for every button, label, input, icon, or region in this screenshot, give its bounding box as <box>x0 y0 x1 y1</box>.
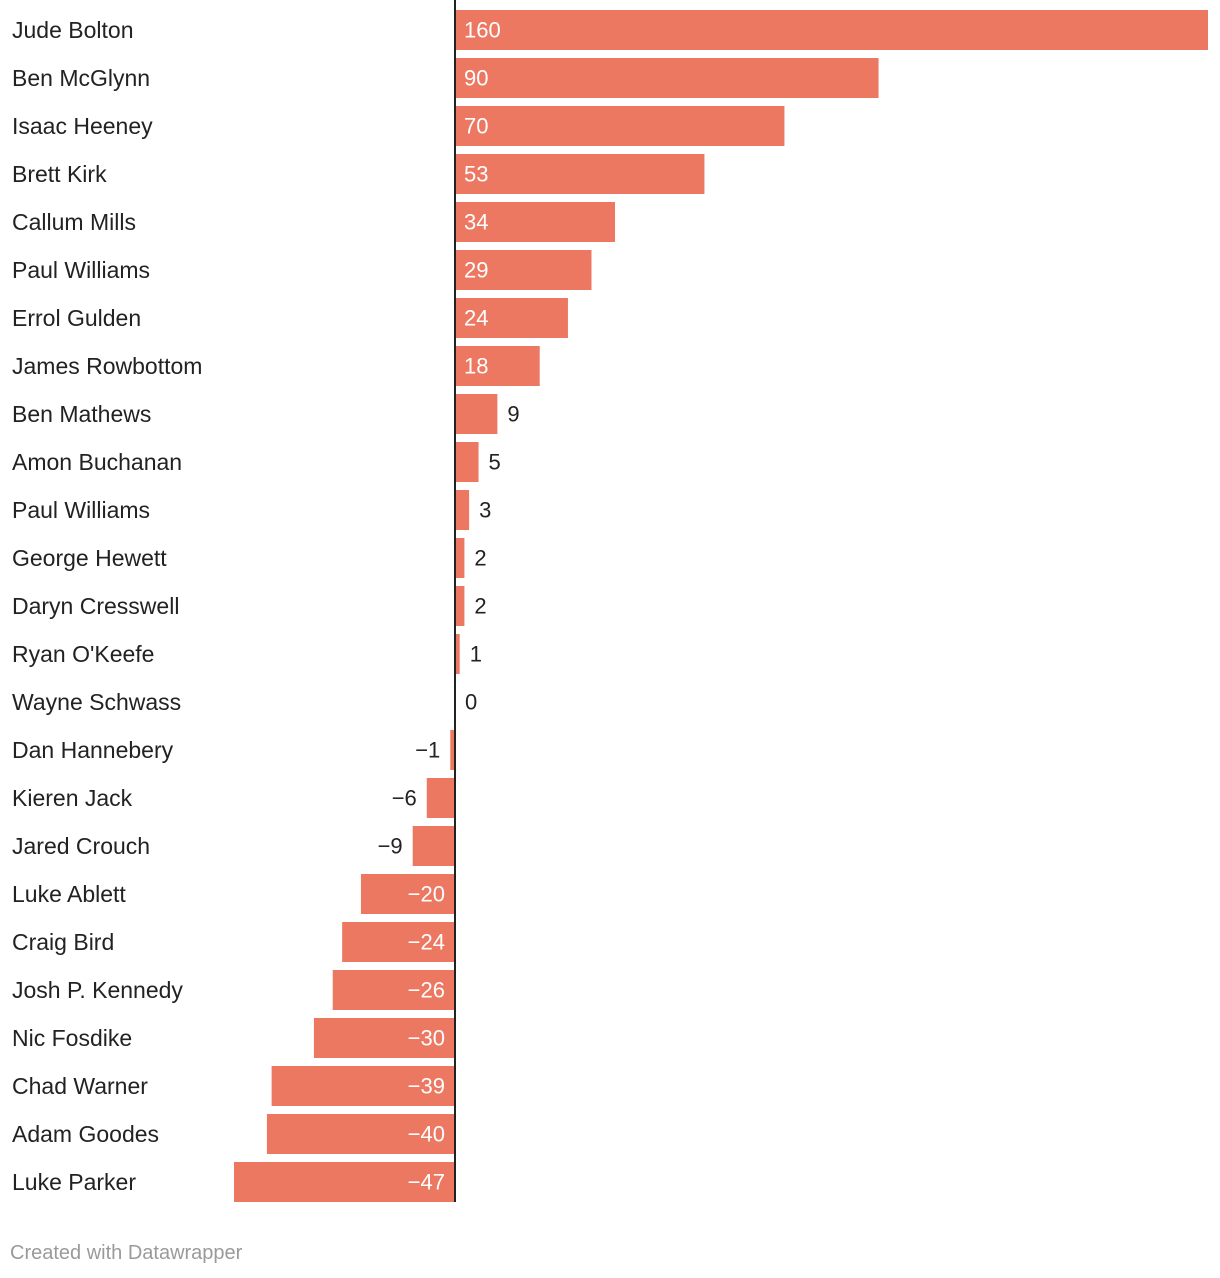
bar <box>412 826 455 866</box>
value-label: −9 <box>378 834 403 859</box>
value-label: 0 <box>465 690 477 715</box>
value-label: 3 <box>479 498 491 523</box>
category-label: Brett Kirk <box>12 161 107 187</box>
value-label: −24 <box>408 930 445 955</box>
value-label: 24 <box>464 306 488 331</box>
category-label: Dan Hannebery <box>12 737 174 763</box>
category-label: Paul Williams <box>12 257 150 283</box>
category-label: Luke Ablett <box>12 881 126 907</box>
value-label: −1 <box>415 738 440 763</box>
value-label: 29 <box>464 258 488 283</box>
bar <box>455 442 479 482</box>
category-label: George Hewett <box>12 545 167 571</box>
value-label: 5 <box>489 450 501 475</box>
bar <box>313 1018 455 1058</box>
category-label: Ben Mathews <box>12 401 151 427</box>
category-label: Ryan O'Keefe <box>12 641 154 667</box>
bar <box>455 250 592 290</box>
category-label: James Rowbottom <box>12 353 202 379</box>
value-label: 34 <box>464 210 488 235</box>
bar <box>450 730 455 770</box>
category-label: Errol Gulden <box>12 305 141 331</box>
value-label: −6 <box>392 786 417 811</box>
category-label: Luke Parker <box>12 1169 136 1195</box>
category-label: Paul Williams <box>12 497 150 523</box>
category-label: Amon Buchanan <box>12 449 182 475</box>
value-label: −47 <box>408 1170 445 1195</box>
bar <box>455 634 460 674</box>
bar <box>342 922 455 962</box>
bar <box>455 10 1208 50</box>
value-label: 70 <box>464 114 488 139</box>
value-label: −26 <box>408 978 445 1003</box>
bar <box>455 298 568 338</box>
value-label: 1 <box>470 642 482 667</box>
bar <box>455 202 616 242</box>
bar <box>455 538 465 578</box>
bar <box>266 1114 455 1154</box>
bars-layer <box>234 10 1208 1202</box>
category-label: Daryn Cresswell <box>12 593 179 619</box>
category-label: Nic Fosdike <box>12 1025 132 1051</box>
bar <box>455 490 470 530</box>
bar <box>360 874 455 914</box>
value-label: 2 <box>474 594 486 619</box>
value-label: −30 <box>408 1026 445 1051</box>
category-label: Adam Goodes <box>12 1121 159 1147</box>
bar <box>234 1162 455 1202</box>
category-label: Isaac Heeney <box>12 113 153 139</box>
value-label: 90 <box>464 66 488 91</box>
value-label: 2 <box>474 546 486 571</box>
value-label: 53 <box>464 162 488 187</box>
bar <box>271 1066 455 1106</box>
credit-text: Created with Datawrapper <box>10 1242 243 1264</box>
value-label: 18 <box>464 354 488 379</box>
category-label: Chad Warner <box>12 1073 148 1099</box>
bar <box>455 106 785 146</box>
category-label: Callum Mills <box>12 209 136 235</box>
bar <box>426 778 455 818</box>
category-label: Craig Bird <box>12 929 114 955</box>
category-label: Ben McGlynn <box>12 65 150 91</box>
category-label: Jude Bolton <box>12 17 133 43</box>
bar <box>455 346 540 386</box>
bar <box>455 58 879 98</box>
bar <box>455 154 705 194</box>
category-label: Kieren Jack <box>12 785 133 811</box>
value-label: 160 <box>464 18 501 43</box>
category-label: Josh P. Kennedy <box>12 977 183 1003</box>
value-label: −20 <box>408 882 445 907</box>
bar <box>455 394 498 434</box>
category-label: Wayne Schwass <box>12 689 181 715</box>
bar <box>332 970 455 1010</box>
bar <box>455 586 465 626</box>
value-label: −40 <box>408 1122 445 1147</box>
value-label: 9 <box>507 402 519 427</box>
value-label: −39 <box>408 1074 445 1099</box>
category-label: Jared Crouch <box>12 833 150 859</box>
